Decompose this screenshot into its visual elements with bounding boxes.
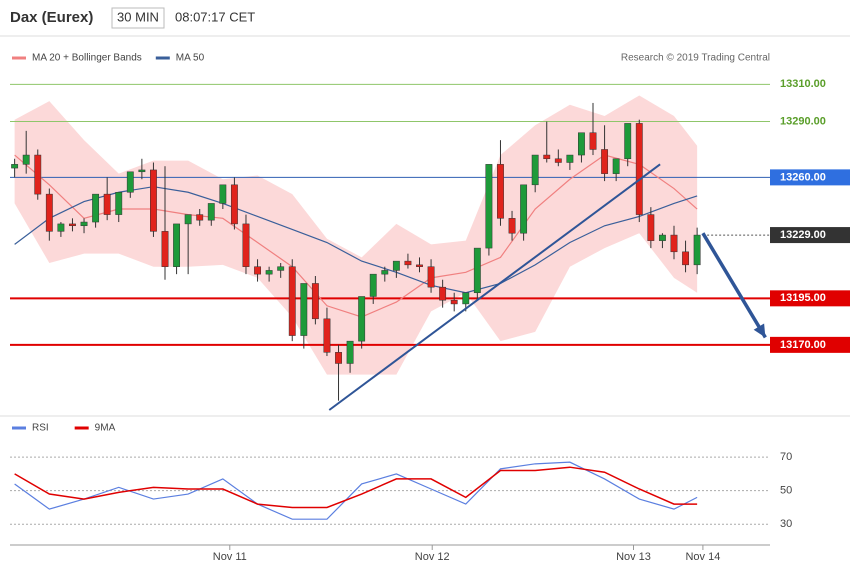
candle-body [254, 266, 261, 275]
level-label: 13290.00 [780, 115, 826, 127]
candle-body [126, 171, 134, 193]
candle-body [184, 214, 192, 225]
candle-body [485, 164, 493, 249]
bollinger-band [14, 95, 698, 375]
candle-body [335, 352, 342, 364]
candle-body [22, 154, 30, 165]
level-label: 13170.00 [780, 339, 826, 351]
arrow-head [753, 323, 766, 338]
candle-body [288, 266, 296, 336]
chart-title: Dax (Eurex) [10, 9, 93, 26]
candle-body [404, 260, 412, 266]
clock: 08:07:17 CET [175, 9, 255, 24]
level-label-box [770, 290, 850, 307]
level-label-box [770, 227, 850, 244]
timeframe: 30 MIN [117, 9, 159, 24]
forecast-arrow [701, 232, 767, 339]
candle-body [34, 154, 42, 195]
x-tick-label: Nov 11 [213, 551, 247, 563]
legend-label: RSI [32, 423, 49, 434]
candle-body [450, 299, 458, 305]
candle-body [196, 214, 204, 221]
candle-body [11, 164, 19, 169]
candle-body [392, 260, 400, 271]
candle-body [311, 283, 319, 320]
level-label-box [770, 169, 850, 186]
level-label: 13310.00 [780, 78, 826, 90]
candle-body [589, 132, 597, 150]
level-label: 13260.00 [780, 171, 826, 183]
candle-body [612, 158, 620, 174]
candle-body [92, 193, 100, 223]
legend-label: MA 20 + Bollinger Bands [32, 53, 142, 64]
y-tick-label: 50 [780, 485, 792, 497]
candle-body [416, 264, 423, 267]
candle-body [693, 234, 701, 266]
candle-body [543, 154, 551, 160]
y-tick-label: 70 [780, 451, 792, 463]
candle-body [277, 266, 285, 271]
candle-body [566, 154, 574, 163]
candle-body [150, 169, 157, 232]
legend-label: 9MA [95, 423, 116, 434]
candle-body [69, 223, 76, 227]
level-label-box [770, 336, 850, 353]
x-tick-label: Nov 13 [616, 551, 651, 563]
candle-body [427, 266, 435, 288]
candle-body [57, 223, 65, 232]
candle-body [346, 340, 354, 364]
candle-body [439, 286, 447, 301]
candle-body [670, 234, 678, 253]
candle-body [161, 231, 169, 267]
credit: Research © 2019 Trading Central [621, 53, 770, 64]
candle-body [682, 251, 689, 266]
trendline [328, 163, 661, 411]
candle-body [242, 223, 250, 267]
candle-body [219, 184, 227, 204]
level-label: 13229.00 [780, 229, 826, 241]
candle-body [80, 221, 88, 227]
candle-body [45, 193, 53, 232]
y-tick-label: 30 [780, 518, 792, 530]
candle-body [230, 184, 238, 225]
candle-body [520, 184, 528, 234]
candle-body [369, 273, 377, 297]
legend-label: MA 50 [176, 53, 205, 64]
candle-body [578, 132, 585, 156]
candle-body [601, 149, 609, 174]
candle-body [635, 123, 643, 215]
candle-body [265, 270, 273, 275]
candle-body [647, 214, 655, 241]
candle-body [103, 193, 111, 215]
candle-body [115, 192, 123, 215]
candle-body [624, 123, 632, 160]
candle-body [173, 223, 181, 267]
candle-body [473, 247, 481, 294]
candle-body [207, 203, 215, 221]
candle-body [138, 169, 146, 173]
candle-body [462, 292, 470, 305]
candle-body [358, 296, 366, 342]
candle-body [531, 154, 539, 186]
candle-body [300, 283, 308, 336]
candle-body [554, 158, 562, 163]
candle-body [658, 234, 666, 241]
candle-body [497, 164, 504, 219]
level-label: 13195.00 [780, 292, 826, 304]
candle-body [323, 318, 331, 353]
candle-body [508, 218, 516, 234]
rsi-line [14, 466, 698, 509]
timeframe-box [111, 7, 165, 29]
x-tick-label: Nov 14 [685, 551, 720, 563]
candle-body [381, 270, 389, 275]
x-tick-label: Nov 12 [415, 551, 450, 563]
